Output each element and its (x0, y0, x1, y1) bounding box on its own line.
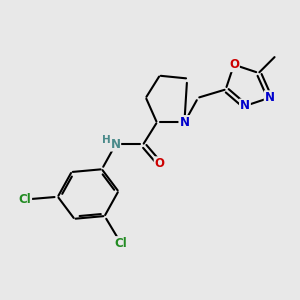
Text: N: N (179, 116, 189, 129)
Text: N: N (240, 100, 250, 112)
Text: N: N (111, 138, 121, 151)
Text: O: O (229, 58, 239, 71)
Text: Cl: Cl (115, 237, 128, 250)
Text: O: O (154, 157, 165, 170)
Text: N: N (265, 91, 275, 104)
Text: Cl: Cl (18, 193, 31, 206)
Text: H: H (102, 135, 110, 146)
